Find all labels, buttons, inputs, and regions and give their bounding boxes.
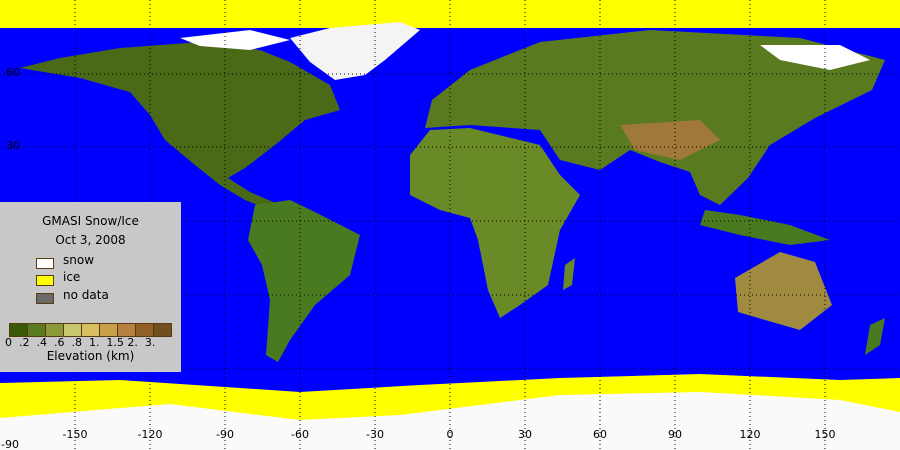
siberia-snow xyxy=(760,45,870,70)
australia xyxy=(735,252,832,330)
south-america xyxy=(248,200,360,362)
lon-label: 60 xyxy=(593,428,607,441)
lon-label: -60 xyxy=(291,428,309,441)
lat-label-30: 30 xyxy=(6,139,20,152)
legend-panel: GMASI Snow/Ice Oct 3, 2008 snow ice no d… xyxy=(0,202,181,372)
no-data-label: no data xyxy=(63,288,109,302)
elevation-colorbar xyxy=(9,323,172,337)
snow-label: snow xyxy=(63,253,95,267)
elevation-bin xyxy=(46,324,64,336)
lon-label: 0 xyxy=(446,428,454,441)
ice-swatch xyxy=(36,275,54,286)
africa xyxy=(410,128,580,318)
lon-label: 120 xyxy=(739,428,761,441)
north-america xyxy=(20,42,340,210)
madagascar xyxy=(563,258,575,290)
elevation-bin xyxy=(64,324,82,336)
indonesia xyxy=(700,210,830,245)
lon-label: 150 xyxy=(814,428,836,441)
lon-label: 90 xyxy=(668,428,682,441)
lon-label: -120 xyxy=(137,428,163,441)
elevation-bin xyxy=(100,324,118,336)
lon-label: 30 xyxy=(518,428,532,441)
elevation-ticks: 0 .2 .4 .6 .8 1. 1.5 2. 3. xyxy=(5,336,156,349)
arctic-islands xyxy=(180,30,290,50)
tibet xyxy=(620,120,720,160)
lon-label: -150 xyxy=(62,428,88,441)
legend-title: GMASI Snow/Ice xyxy=(42,214,139,228)
ice-label: ice xyxy=(63,270,81,284)
elevation-bin xyxy=(154,324,171,336)
elevation-bin xyxy=(10,324,28,336)
snow-swatch xyxy=(36,258,54,269)
new-zealand xyxy=(865,318,885,355)
elevation-bin xyxy=(28,324,46,336)
no-data-swatch xyxy=(36,293,54,304)
lat-label-60: 60 xyxy=(6,66,20,79)
lon-label: -30 xyxy=(366,428,384,441)
elevation-bin xyxy=(82,324,100,336)
legend-date: Oct 3, 2008 xyxy=(55,233,126,247)
corner-lat-label: -90 xyxy=(1,438,19,450)
lon-label: -90 xyxy=(216,428,234,441)
elevation-bin xyxy=(118,324,136,336)
elevation-label: Elevation (km) xyxy=(46,349,135,363)
greenland xyxy=(290,22,420,80)
elevation-bin xyxy=(136,324,154,336)
